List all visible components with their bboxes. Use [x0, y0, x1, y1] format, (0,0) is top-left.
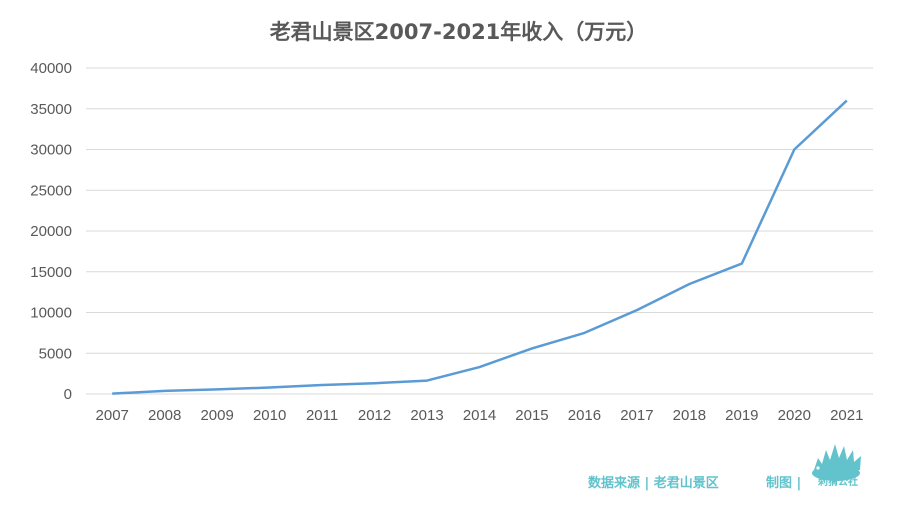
- data-point: [267, 385, 272, 390]
- data-point: [582, 330, 587, 335]
- data-point: [215, 387, 220, 392]
- x-tick-label: 2014: [463, 407, 496, 424]
- y-tick-label: 10000: [30, 305, 72, 322]
- data-point: [110, 391, 115, 396]
- y-tick-label: 15000: [30, 264, 72, 281]
- y-tick-label: 25000: [30, 182, 72, 199]
- data-point: [739, 261, 744, 266]
- gridlines: [86, 67, 873, 395]
- chart-title: 老君山景区2007-2021年收入（万元）: [269, 20, 648, 44]
- data-point: [372, 381, 377, 386]
- data-point: [529, 346, 534, 351]
- series: [110, 98, 849, 396]
- y-tick-label: 0: [64, 386, 72, 403]
- x-tick-label: 2011: [306, 407, 338, 424]
- x-tick-label: 2013: [410, 407, 443, 424]
- x-tick-label: 2021: [830, 407, 863, 424]
- hedgehog-logo-icon: 刺猬公社: [812, 444, 861, 488]
- y-tick-label: 40000: [30, 60, 72, 77]
- x-tick-label: 2009: [200, 407, 233, 424]
- data-point: [687, 281, 692, 286]
- data-point: [792, 147, 797, 152]
- x-tick-label: 2008: [148, 407, 181, 424]
- data-point: [844, 98, 849, 103]
- y-axis: 0 5000 10000 15000 20000 25000 30000 35000 40000: [30, 60, 72, 403]
- series-line: [112, 99, 848, 395]
- y-tick-label: 35000: [30, 101, 72, 118]
- data-point: [425, 378, 430, 383]
- x-tick-label: 2017: [620, 407, 653, 424]
- y-tick-label: 5000: [39, 345, 72, 362]
- y-tick-label: 20000: [30, 223, 72, 240]
- x-tick-label: 2012: [358, 407, 391, 424]
- data-point: [162, 388, 167, 393]
- x-tick-label: 2019: [725, 407, 758, 424]
- brand-name: 刺猬公社: [817, 475, 858, 488]
- x-tick-label: 2020: [778, 407, 811, 424]
- x-tick-label: 2015: [515, 407, 548, 424]
- y-tick-label: 30000: [30, 142, 72, 159]
- x-tick-label: 2007: [96, 407, 129, 424]
- x-tick-label: 2016: [568, 407, 601, 424]
- x-axis: 2007 2008 2009 2010 2011 2012 2013 2014 2015 2016…: [96, 407, 864, 424]
- data-point: [634, 308, 639, 313]
- x-tick-label: 2018: [673, 407, 706, 424]
- x-tick-label: 2010: [253, 407, 286, 424]
- data-point: [320, 383, 325, 388]
- made-by-label: 制图 |: [766, 476, 802, 491]
- data-point: [477, 365, 482, 370]
- data-source-label: 数据来源 | 老君山景区: [588, 476, 719, 491]
